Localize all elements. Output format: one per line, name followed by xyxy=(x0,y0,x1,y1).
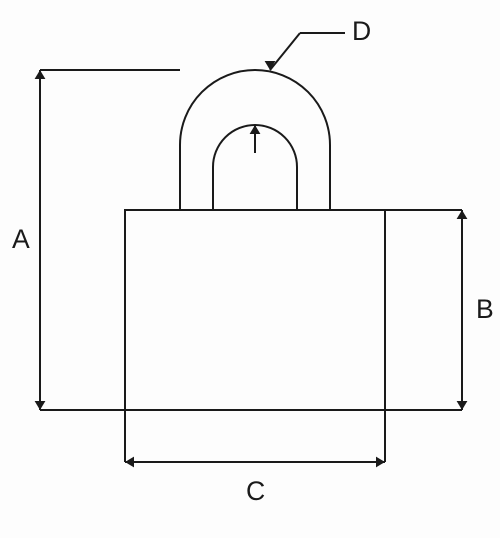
padlock-icon xyxy=(125,70,385,410)
dimension-label-b: B xyxy=(476,294,494,324)
dimension-label-a: A xyxy=(12,224,30,254)
dimension-label-c: C xyxy=(246,476,265,506)
padlock-body xyxy=(125,210,385,410)
dimension-label-d: D xyxy=(352,16,371,46)
